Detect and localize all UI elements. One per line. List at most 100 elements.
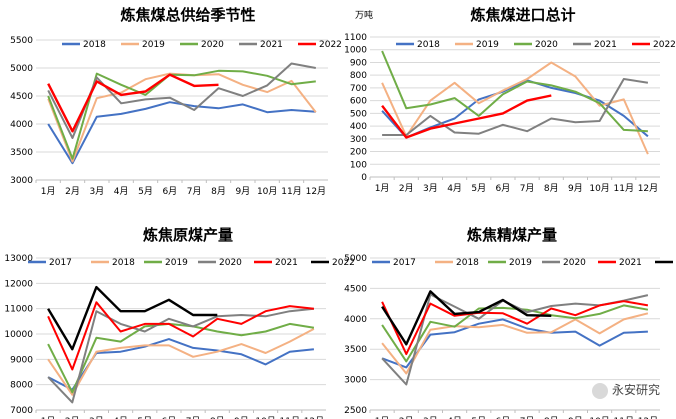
x-tick-label: 2月 [399,416,414,419]
x-tick-label: 9月 [235,186,250,197]
legend-label: 2021 [619,258,642,268]
x-tick-label: 8月 [210,416,225,419]
series-line-2022 [47,73,219,133]
x-tick-label: 12月 [304,416,324,419]
chart-title: 炼焦煤总供给季节性 [120,6,255,24]
y-tick-label: 1000 [344,46,367,56]
y-tick-label: 500 [350,109,367,119]
x-tick-label: 5月 [138,186,153,197]
series-line-2021 [47,301,315,371]
series-line-2019 [381,304,649,363]
x-tick-label: 6月 [496,183,511,194]
x-tick-label: 4月 [447,183,462,194]
legend-label: 2021 [260,40,283,50]
y-tick-label: 5000 [344,254,367,264]
y-tick-label: 1100 [344,33,367,43]
x-tick-label: 9月 [568,416,583,419]
x-tick-label: 11月 [280,416,300,419]
chart-panel-1: 炼焦煤总供给季节性 3000 3500 4000 4500 5000 5500 1月 2月 3月 4… [10,6,342,197]
watermark-text: 永安研究 [612,383,661,397]
y-tick-label: 900 [350,58,367,68]
x-tick-label: 12月 [638,416,658,419]
x-tick-label: 3月 [89,416,104,419]
legend-label: 2022 [653,40,676,50]
x-tick-label: 2月 [65,416,80,419]
legend-label: 2017 [49,258,72,268]
x-tick-label: 3月 [423,416,438,419]
series-line-2019 [381,61,649,155]
y-tick-label: 3000 [344,376,367,386]
x-tick-label: 10月 [257,186,277,197]
x-tick-label: 2月 [399,183,414,194]
chart-title: 炼焦精煤产量 [467,226,557,244]
y-tick-label: 200 [350,148,367,158]
chart-title: 炼焦原煤产量 [143,226,233,244]
y-tick-label: 10000 [4,330,33,340]
series-line-2019 [47,322,315,394]
x-tick-label: 3月 [89,186,104,197]
wechat-icon [592,382,608,399]
x-tick-label: 5月 [471,416,486,419]
x-tick-label: 11月 [281,186,301,197]
x-tick-label: 1月 [41,186,56,197]
series-line-2017 [381,318,648,369]
y-tick-label: 700 [350,84,367,94]
watermark: 永安研究 [592,381,660,399]
x-tick-label: 8月 [544,183,559,194]
x-tick-label: 4月 [113,416,128,419]
x-tick-label: 12月 [638,183,658,194]
series-line-2018 [381,312,649,375]
x-tick-label: 10月 [255,416,275,419]
legend-label: 2021 [275,258,298,268]
legend-label: 2017 [393,258,416,268]
x-tick-label: 11月 [614,416,634,419]
x-tick-label: 7月 [187,186,202,197]
x-tick-label: 11月 [614,183,634,194]
y-tick-label: 300 [350,135,367,145]
series-line-2018 [47,328,315,396]
legend-label: 2018 [83,40,106,50]
chart-panel-3: 炼焦原煤产量 7000 8000 9000 10000 11000 12000 13000 1月… [4,226,355,419]
x-tick-label: 8月 [211,186,226,197]
series-line-2022 [381,290,552,346]
x-tick-label: 7月 [186,416,201,419]
legend-label: 2020 [563,258,586,268]
legend-label: 2021 [594,40,617,50]
x-tick-label: 5月 [137,416,152,419]
series-line-2022 [381,94,552,139]
legend-label: 2018 [417,40,440,50]
legend-label: 2022 [319,40,342,50]
y-tick-label: 12000 [4,279,33,289]
x-tick-label: 10月 [589,183,609,194]
y-tick-label: 400 [350,122,367,132]
x-tick-label: 8月 [544,416,559,419]
y-tick-label: 8000 [10,381,33,391]
legend-label: 2020 [201,40,224,50]
y-tick-label: 5000 [10,64,33,74]
x-tick-label: 6月 [162,416,177,419]
series-line-2019 [47,72,317,163]
y-tick-label: 2500 [344,406,367,416]
series-line-2020 [47,307,315,404]
y-tick-label: 3500 [344,345,367,355]
legend-label: 2019 [509,258,532,268]
y-tick-label: 4000 [10,120,33,130]
x-tick-label: 5月 [471,183,486,194]
y-tick-label: 600 [350,97,367,107]
x-tick-label: 9月 [568,183,583,194]
y-tick-label: 5500 [10,36,33,46]
x-tick-label: 6月 [162,186,177,197]
series-line-2020 [381,50,648,133]
x-tick-label: 3月 [423,183,438,194]
x-tick-label: 10月 [589,416,609,419]
y-tick-label: 3000 [10,176,33,186]
y-tick-label: 11000 [4,305,33,315]
y-tick-label: 4500 [344,284,367,294]
series-line-2020 [47,69,316,160]
legend-label: 2019 [142,40,165,50]
x-tick-label: 7月 [520,416,535,419]
y-tick-label: 7000 [10,406,33,416]
y-tick-label: 800 [350,71,367,81]
x-tick-label: 9月 [234,416,249,419]
